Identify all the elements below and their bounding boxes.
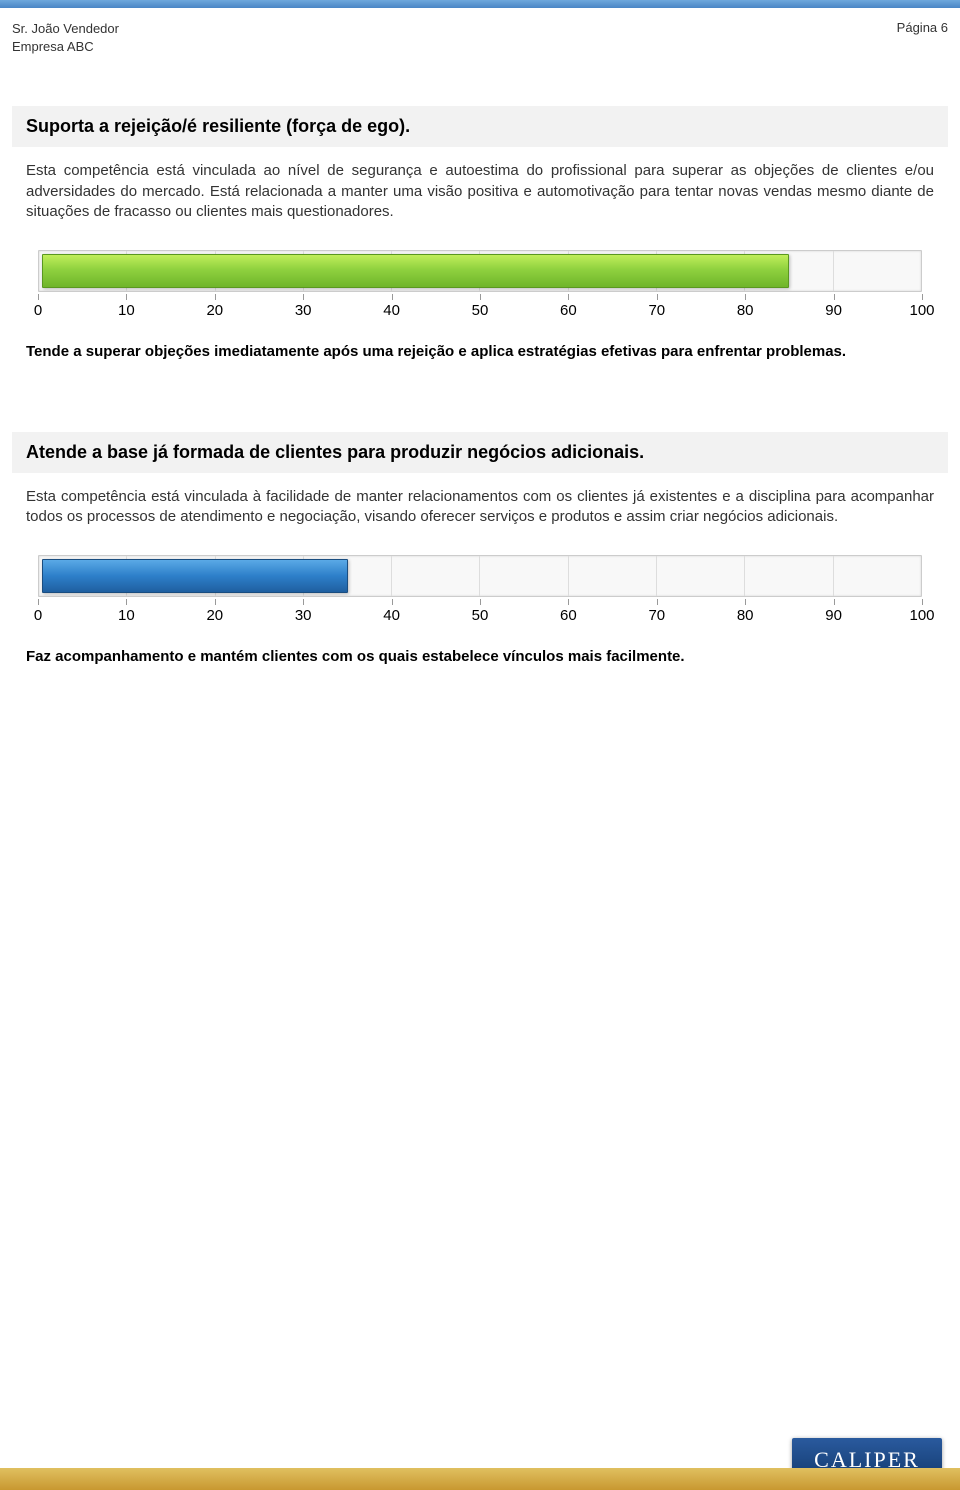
- axis-tick-label: 100: [909, 607, 934, 624]
- axis-tick-label: 90: [825, 302, 842, 319]
- axis-tick-label: 50: [472, 607, 489, 624]
- axis-tick-label: 0: [34, 607, 42, 624]
- bar-fill: [42, 559, 348, 593]
- competency-chart: 0 10 20 30 40 50 60 70 80 90 100: [0, 555, 960, 629]
- section-description: Esta competência está vinculada ao nível…: [0, 161, 960, 222]
- axis-ticks: [38, 294, 922, 300]
- page-header: Sr. João Vendedor Empresa ABC Página 6: [0, 20, 960, 56]
- competency-chart: 0 10 20 30 40 50 60 70 80 90 100: [0, 250, 960, 324]
- section-title-band: Suporta a rejeição/é resiliente (força d…: [12, 106, 948, 147]
- header-left: Sr. João Vendedor Empresa ABC: [12, 20, 119, 56]
- result-text: Tende a superar objeções imediatamente a…: [0, 334, 960, 362]
- axis-tick-label: 40: [383, 302, 400, 319]
- axis-tick-label: 70: [648, 607, 665, 624]
- axis-tick-label: 70: [648, 302, 665, 319]
- bar-track: [38, 555, 922, 597]
- axis-tick-label: 10: [118, 607, 135, 624]
- axis-tick-label: 90: [825, 607, 842, 624]
- chart-axis: 0102030405060708090100: [38, 599, 922, 629]
- axis-tick-label: 80: [737, 607, 754, 624]
- person-name: Sr. João Vendedor: [12, 20, 119, 38]
- section-description: Esta competência está vinculada à facili…: [0, 487, 960, 528]
- page-number: Página 6: [897, 20, 948, 56]
- bottom-accent-bar: [0, 1468, 960, 1490]
- top-accent-bar: [0, 0, 960, 8]
- axis-ticks: [38, 599, 922, 605]
- axis-tick-label: 80: [737, 302, 754, 319]
- axis-tick-label: 30: [295, 302, 312, 319]
- axis-tick-label: 60: [560, 302, 577, 319]
- bar-track: [38, 250, 922, 292]
- axis-tick-label: 20: [206, 607, 223, 624]
- company-name: Empresa ABC: [12, 38, 119, 56]
- section-title-band: Atende a base já formada de clientes par…: [12, 432, 948, 473]
- section-title: Suporta a rejeição/é resiliente (força d…: [26, 116, 934, 137]
- axis-tick-label: 100: [909, 302, 934, 319]
- chart-axis: 0102030405060708090100: [38, 294, 922, 324]
- axis-tick-label: 50: [472, 302, 489, 319]
- axis-tick-label: 10: [118, 302, 135, 319]
- bar-fill: [42, 254, 789, 288]
- axis-tick-label: 40: [383, 607, 400, 624]
- section-title: Atende a base já formada de clientes par…: [26, 442, 934, 463]
- axis-tick-label: 20: [206, 302, 223, 319]
- axis-tick-label: 0: [34, 302, 42, 319]
- result-text: Faz acompanhamento e mantém clientes com…: [0, 639, 960, 667]
- axis-tick-label: 60: [560, 607, 577, 624]
- axis-tick-label: 30: [295, 607, 312, 624]
